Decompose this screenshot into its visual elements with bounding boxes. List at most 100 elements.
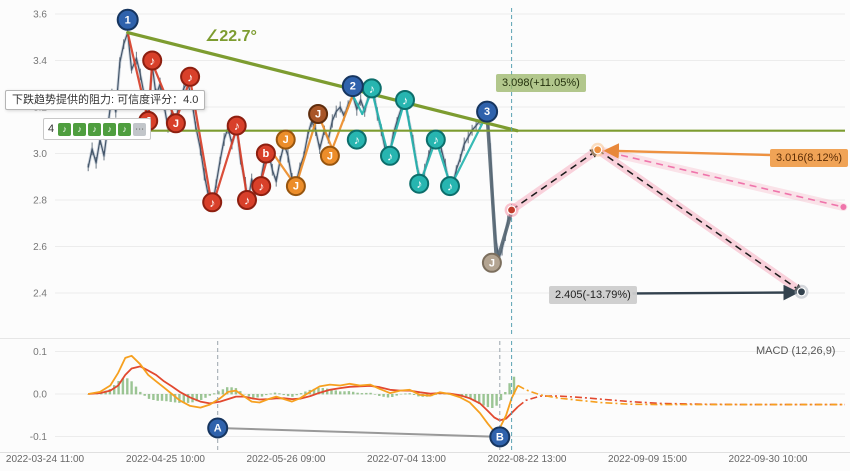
marker-glyph: ♪ (447, 180, 453, 194)
note-icon[interactable]: ♪ (88, 122, 102, 136)
pivot-dot[interactable] (507, 205, 517, 215)
projection-high-label: 3.016(8.12%) (770, 149, 849, 167)
event-marker[interactable]: ♪ (346, 129, 367, 150)
macd-marker-a[interactable]: A (207, 417, 229, 439)
swing-segment (403, 98, 422, 185)
y-axis-label: 2.6 (33, 242, 47, 253)
event-marker[interactable]: ♪ (380, 145, 400, 166)
marker-glyph: ♪ (234, 119, 240, 133)
pivot-number-marker[interactable]: 2 (341, 75, 364, 98)
marker-glyph: J (327, 150, 333, 162)
macd-histogram-bar (386, 394, 390, 398)
event-marker[interactable]: J (275, 129, 296, 150)
downtrend-line[interactable] (126, 30, 519, 133)
macd-histogram-bar (473, 394, 477, 402)
macd-histogram-bar (317, 387, 320, 395)
marker-glyph: ♪ (402, 94, 408, 108)
more-icon[interactable]: ⋯ (133, 122, 147, 136)
macd-histogram-bar (360, 393, 364, 395)
macd-histogram-bar (408, 393, 411, 395)
swing-segment (351, 94, 364, 116)
macd-histogram-bar (256, 394, 259, 398)
x-axis-label: 2022-05-26 09:00 (247, 454, 326, 465)
event-marker[interactable]: ♪ (237, 190, 257, 210)
macd-histogram-bar (299, 393, 303, 395)
macd-histogram-bar (404, 393, 407, 395)
macd-indicator-title: MACD (12,26,9) (756, 345, 836, 357)
y-axis-label: 2.4 (33, 289, 47, 300)
marker-glyph: ♪ (209, 196, 215, 210)
marker-glyph: B (496, 431, 504, 443)
macd-histogram-bar (139, 391, 142, 395)
event-marker[interactable]: ♪ (251, 176, 272, 197)
macd-histogram-bar (343, 391, 346, 395)
event-marker[interactable]: J (285, 176, 306, 197)
event-marker[interactable]: J (319, 145, 340, 166)
marker-legend[interactable]: 4 ♪ ♪ ♪ ♪ ♪ ⋯ (43, 118, 152, 140)
macd-histogram-bar (282, 394, 285, 396)
event-marker[interactable]: ♪ (226, 115, 247, 136)
macd-histogram-bar (286, 394, 290, 397)
macd-histogram-bar (178, 394, 181, 403)
swing-segment (485, 112, 499, 265)
event-marker[interactable]: ♪ (202, 192, 223, 213)
event-marker[interactable]: ♪ (361, 78, 382, 99)
macd-histogram-bar (273, 392, 277, 395)
marker-glyph: ♪ (354, 133, 360, 147)
x-axis-label: 2022-07-04 13:00 (367, 454, 446, 465)
macd-histogram-bar (269, 393, 272, 395)
x-axis-label: 2022-09-30 10:00 (729, 454, 808, 465)
macd-histogram-bar (173, 394, 177, 403)
y-axis-label: 3.4 (33, 56, 47, 67)
macd-histogram-bar (147, 394, 151, 399)
event-marker[interactable]: J (165, 113, 186, 134)
event-marker[interactable]: ♪ (180, 66, 201, 87)
event-marker[interactable]: ♪ (425, 129, 446, 150)
macd-histogram-bar (278, 393, 281, 395)
macd-histogram-bar (130, 381, 133, 395)
note-icon[interactable]: ♪ (58, 122, 72, 136)
macd-histogram-bar (156, 394, 159, 401)
x-axis-label: 2022-04-25 10:00 (126, 454, 205, 465)
event-marker[interactable]: ♪ (142, 50, 163, 71)
event-marker[interactable]: ♪ (395, 90, 415, 110)
macd-histogram-bar (339, 391, 342, 395)
event-marker[interactable]: J (481, 252, 502, 273)
dif-line (88, 354, 519, 433)
macd-histogram-bar (295, 394, 298, 396)
macd-histogram-bar (369, 392, 372, 395)
macd-histogram-bar (160, 394, 164, 401)
marker-glyph: 1 (125, 14, 131, 26)
macd-histogram-bar (486, 394, 490, 408)
marker-glyph: ♪ (244, 194, 250, 208)
macd-histogram-bar (213, 393, 216, 395)
macd-histogram-bar (499, 394, 503, 400)
macd-histogram-bar (378, 394, 381, 396)
y-axis-label: 3.6 (33, 10, 47, 21)
macd-histogram-bar (265, 394, 268, 396)
dif-line-projection (517, 384, 845, 406)
trend-tooltip: 下跌趋势提供的阻力: 可信度评分：4.0 (5, 90, 206, 110)
event-marker[interactable]: ♪ (409, 173, 430, 194)
swing-segment (294, 112, 320, 188)
event-marker[interactable]: J (308, 104, 329, 124)
macd-marker-b[interactable]: B (489, 426, 511, 448)
note-icon[interactable]: ♪ (73, 122, 87, 136)
macd-histogram-bar (469, 394, 472, 400)
pivot-number-marker[interactable]: 3 (476, 100, 499, 123)
note-icon[interactable]: ♪ (118, 122, 132, 136)
y-axis-label: 0.0 (33, 390, 47, 401)
event-marker[interactable]: b (255, 143, 276, 164)
pivot-number-marker[interactable]: 1 (116, 8, 139, 31)
macd-histogram-bar (478, 394, 481, 404)
marker-glyph: ♪ (149, 54, 155, 68)
note-icon[interactable]: ♪ (103, 122, 117, 136)
macd-histogram-bar (208, 394, 211, 396)
target-high-dot[interactable] (593, 145, 603, 155)
swing-segment (494, 209, 514, 265)
event-marker[interactable]: ♪ (440, 176, 460, 197)
macd-histogram-bar (482, 394, 485, 406)
target-low-dot[interactable] (796, 287, 807, 297)
